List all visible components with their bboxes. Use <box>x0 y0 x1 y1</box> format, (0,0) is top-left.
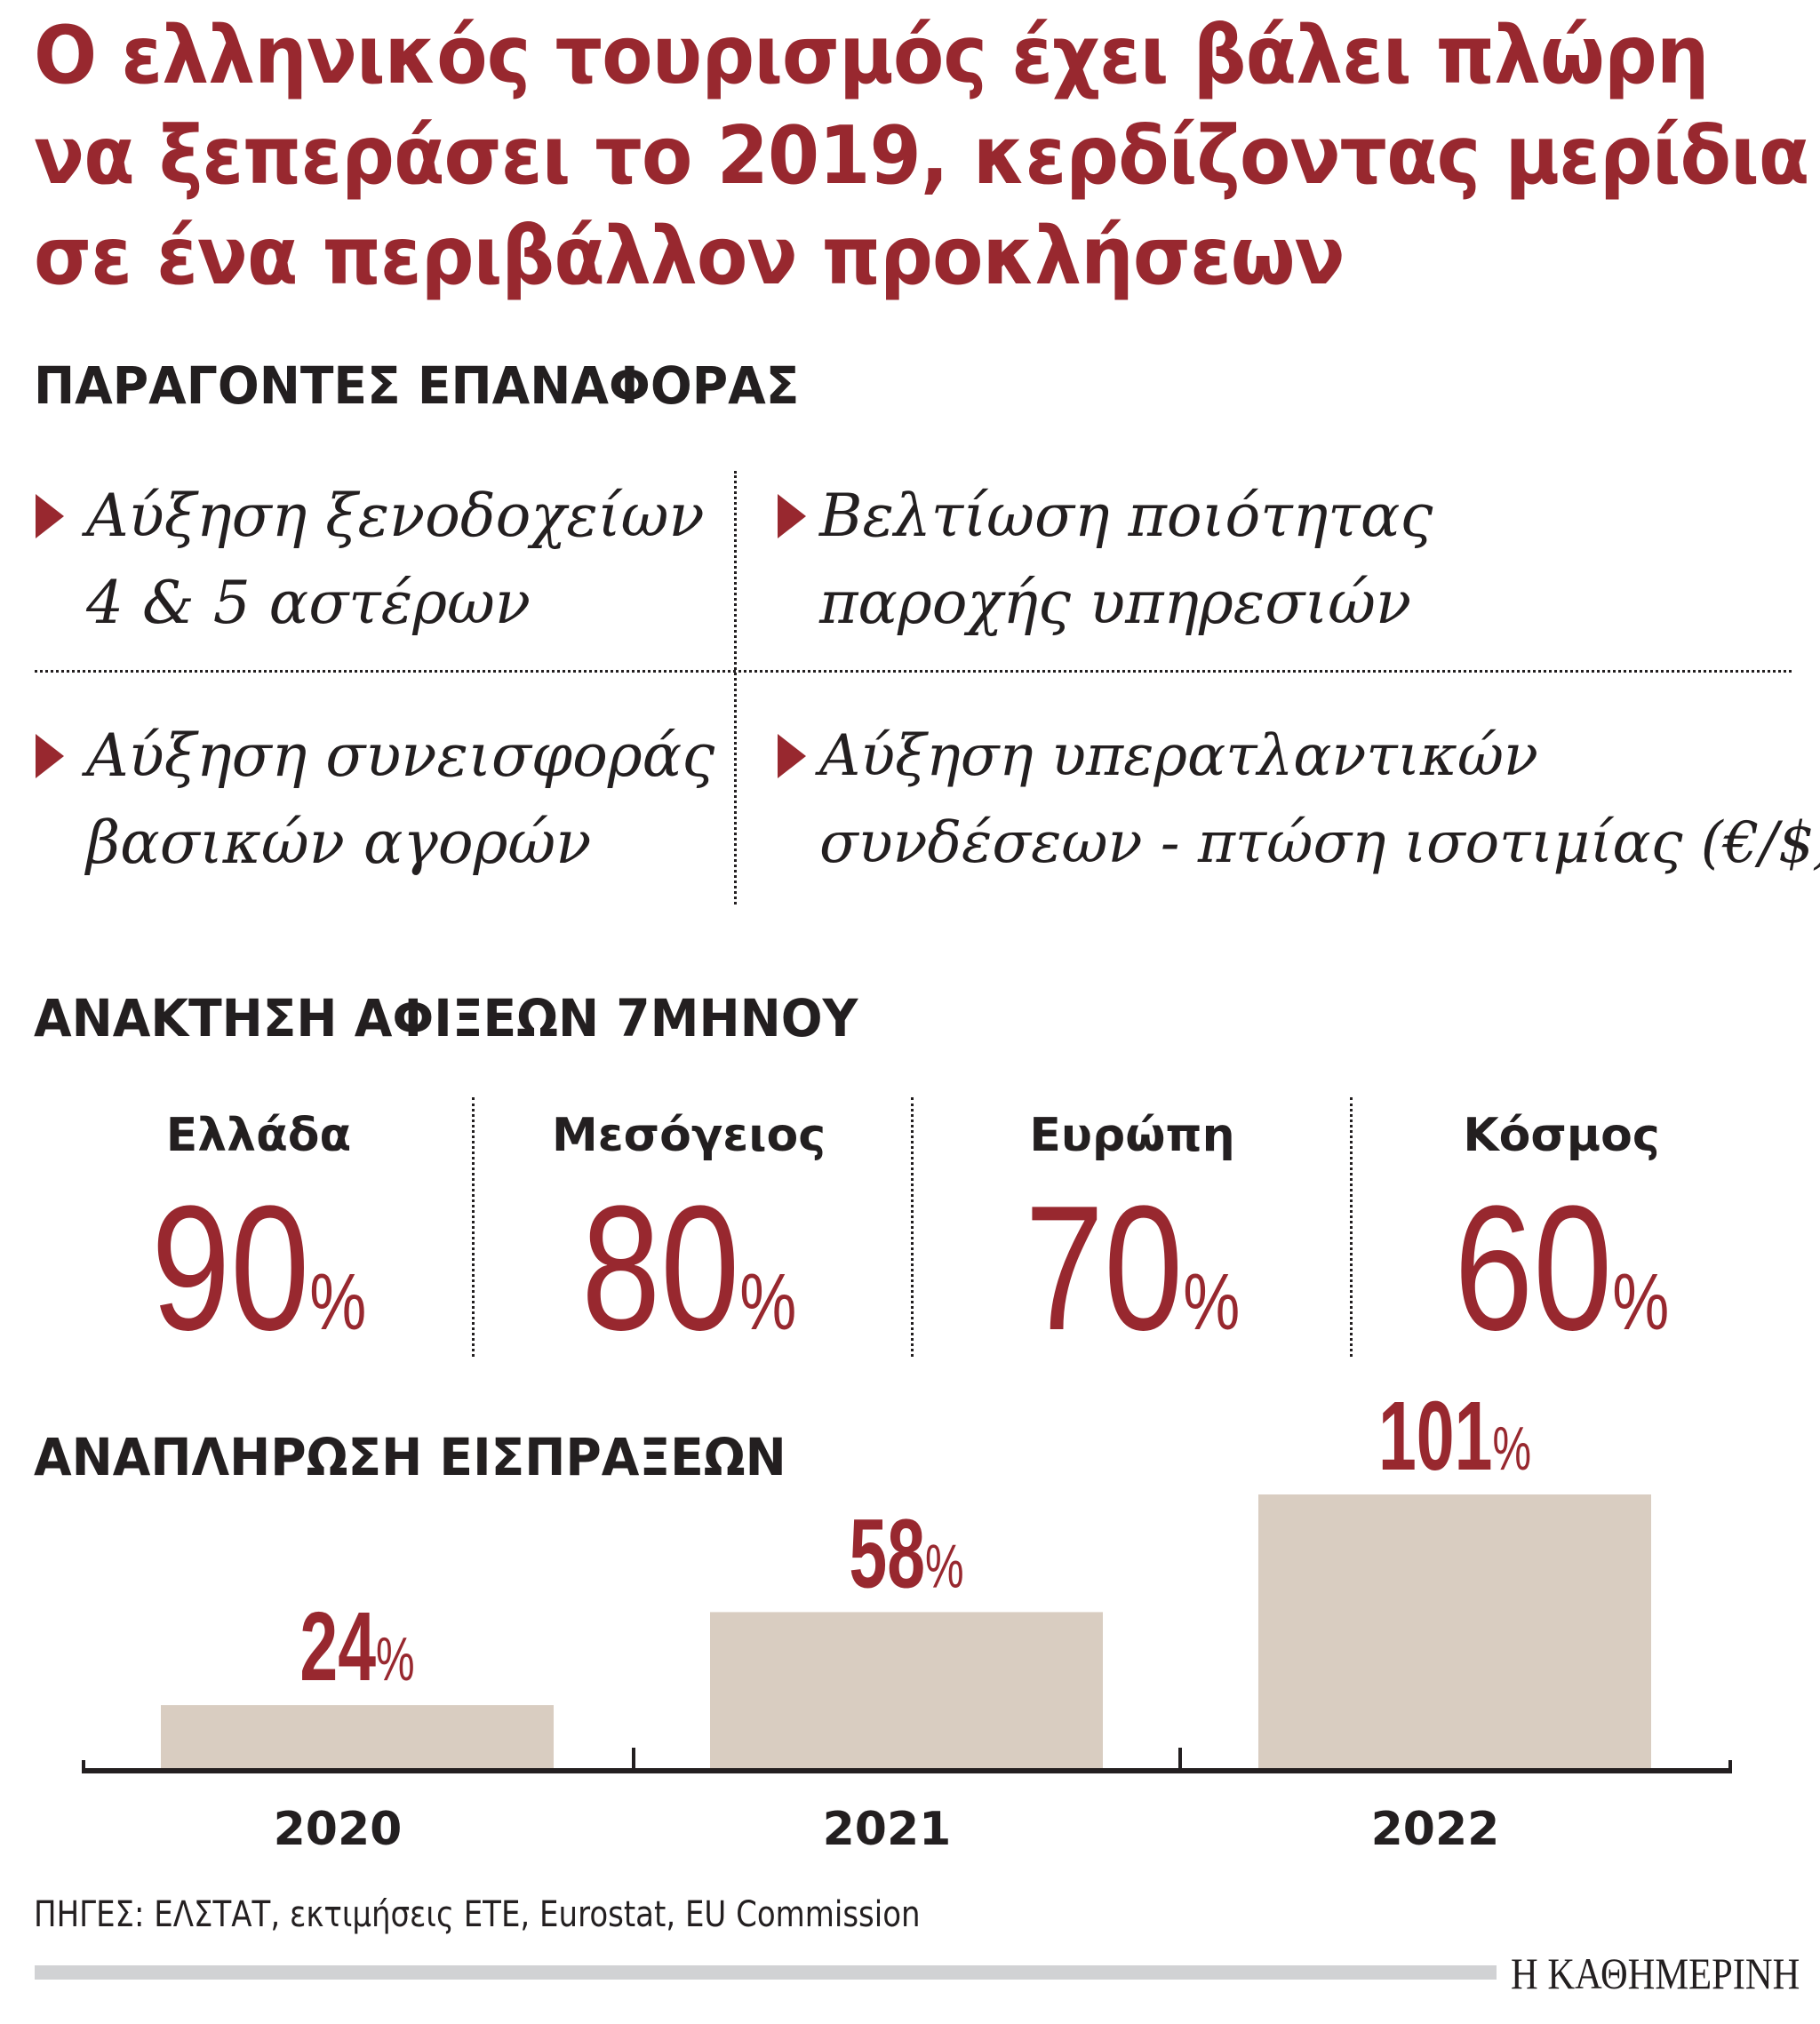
stat-value: 90% <box>151 1180 366 1391</box>
divider <box>35 670 1792 673</box>
stat-unit: % <box>1611 1258 1669 1347</box>
kathimerini-logo: Η ΚΑΘΗΜΕΡΙΝΗ <box>1511 1948 1800 1998</box>
stat-world: Κόσμος 60% <box>1348 1109 1775 1391</box>
factor-line: συνδέσεων - πτώση ισοτιμίας (€/$) <box>819 810 1820 876</box>
stat-label: Ελλάδα <box>165 1109 352 1162</box>
divider <box>734 471 737 904</box>
x-tick-label: 2022 <box>1371 1803 1500 1856</box>
headline-line: να ξεπεράσει το 2019, κερδίζοντας μερίδι… <box>34 109 1809 203</box>
chart-title: ΑΝΑΠΛΗΡΩΣΗ ΕΙΣΠΡΑΞΕΩΝ <box>34 1427 786 1487</box>
factor-item: Αύξηση συνεισφοράς βασικών αγορών <box>86 713 714 887</box>
stat-unit: % <box>738 1258 796 1347</box>
factor-item: Αύξηση υπερατλαντικών συνδέσεων - πτώση … <box>819 713 1820 887</box>
bullet-triangle-icon <box>778 494 806 538</box>
headline-line: Ο ελληνικός τουρισμός έχει βάλει πλώρη <box>34 9 1709 102</box>
stat-europe: Ευρώπη 70% <box>919 1109 1345 1391</box>
factor-item: Αύξηση ξενοδοχείων 4 & 5 αστέρων <box>86 473 705 647</box>
stat-value: 70% <box>1025 1180 1240 1391</box>
data-label-value: 58 <box>849 1500 925 1609</box>
stat-label: Μεσόγειος <box>551 1109 826 1162</box>
bar-2021 <box>710 1612 1103 1771</box>
stat-label: Κόσμος <box>1463 1109 1660 1162</box>
source-note: ΠΗΓΕΣ: ΕΛΣΤΑΤ, εκτιμήσεις ΕΤΕ, Eurostat,… <box>34 1894 921 1935</box>
x-tick-label: 2020 <box>274 1803 403 1856</box>
data-label-value: 101 <box>1378 1383 1492 1492</box>
bullet-triangle-icon <box>36 734 64 778</box>
data-label-unit: % <box>925 1531 964 1601</box>
factor-line: παροχής υπηρεσιών <box>819 569 1412 637</box>
data-label: 58% <box>849 1500 963 1609</box>
bar-2020 <box>161 1705 554 1771</box>
data-label-unit: % <box>1492 1413 1531 1483</box>
stat-mediterranean: Μεσόγειος 80% <box>475 1109 902 1391</box>
divider <box>472 1097 475 1357</box>
stat-value: 60% <box>1454 1180 1669 1391</box>
headline: Ο ελληνικός τουρισμός έχει βάλει πλώρη ν… <box>34 5 1809 307</box>
headline-line: σε ένα περιβάλλον προκλήσεων <box>34 210 1345 303</box>
factor-line: Αύξηση ξενοδοχείων <box>86 482 705 550</box>
bullet-triangle-icon <box>36 494 64 538</box>
factor-line: βασικών αγορών <box>86 809 592 877</box>
stat-number: 60 <box>1454 1169 1612 1367</box>
data-label: 24% <box>299 1593 414 1702</box>
x-tick-label: 2021 <box>823 1803 952 1856</box>
stat-unit: % <box>1182 1258 1240 1347</box>
arrivals-heading: ΑΝΑΚΤΗΣΗ ΑΦΙΞΕΩΝ 7ΜΗΝΟΥ <box>34 988 858 1048</box>
stat-number: 80 <box>581 1169 739 1367</box>
factor-item: Βελτίωση ποιότητας παροχής υπηρεσιών <box>819 473 1433 647</box>
stat-number: 70 <box>1025 1169 1183 1367</box>
bar-2022 <box>1258 1494 1651 1771</box>
stat-value: 80% <box>581 1180 796 1391</box>
stat-greece: Ελλάδα 90% <box>45 1109 472 1391</box>
divider <box>1350 1097 1353 1357</box>
factor-line: 4 & 5 αστέρων <box>86 569 531 637</box>
data-label: 101% <box>1378 1383 1531 1492</box>
stat-label: Ευρώπη <box>1029 1109 1235 1162</box>
stat-number: 90 <box>151 1169 309 1367</box>
factor-line: Αύξηση συνεισφοράς <box>86 721 715 790</box>
factor-line: Βελτίωση ποιότητας <box>819 482 1433 550</box>
data-label-value: 24 <box>299 1593 376 1702</box>
divider <box>911 1097 914 1357</box>
bullet-triangle-icon <box>778 734 806 778</box>
footer-bar <box>35 1965 1497 1980</box>
data-label-unit: % <box>376 1623 415 1693</box>
stat-unit: % <box>308 1258 366 1347</box>
factors-heading: ΠΑΡΑΓΟΝΤΕΣ ΕΠΑΝΑΦΟΡΑΣ <box>34 355 800 416</box>
factor-line: Αύξηση υπερατλαντικών <box>819 723 1538 789</box>
